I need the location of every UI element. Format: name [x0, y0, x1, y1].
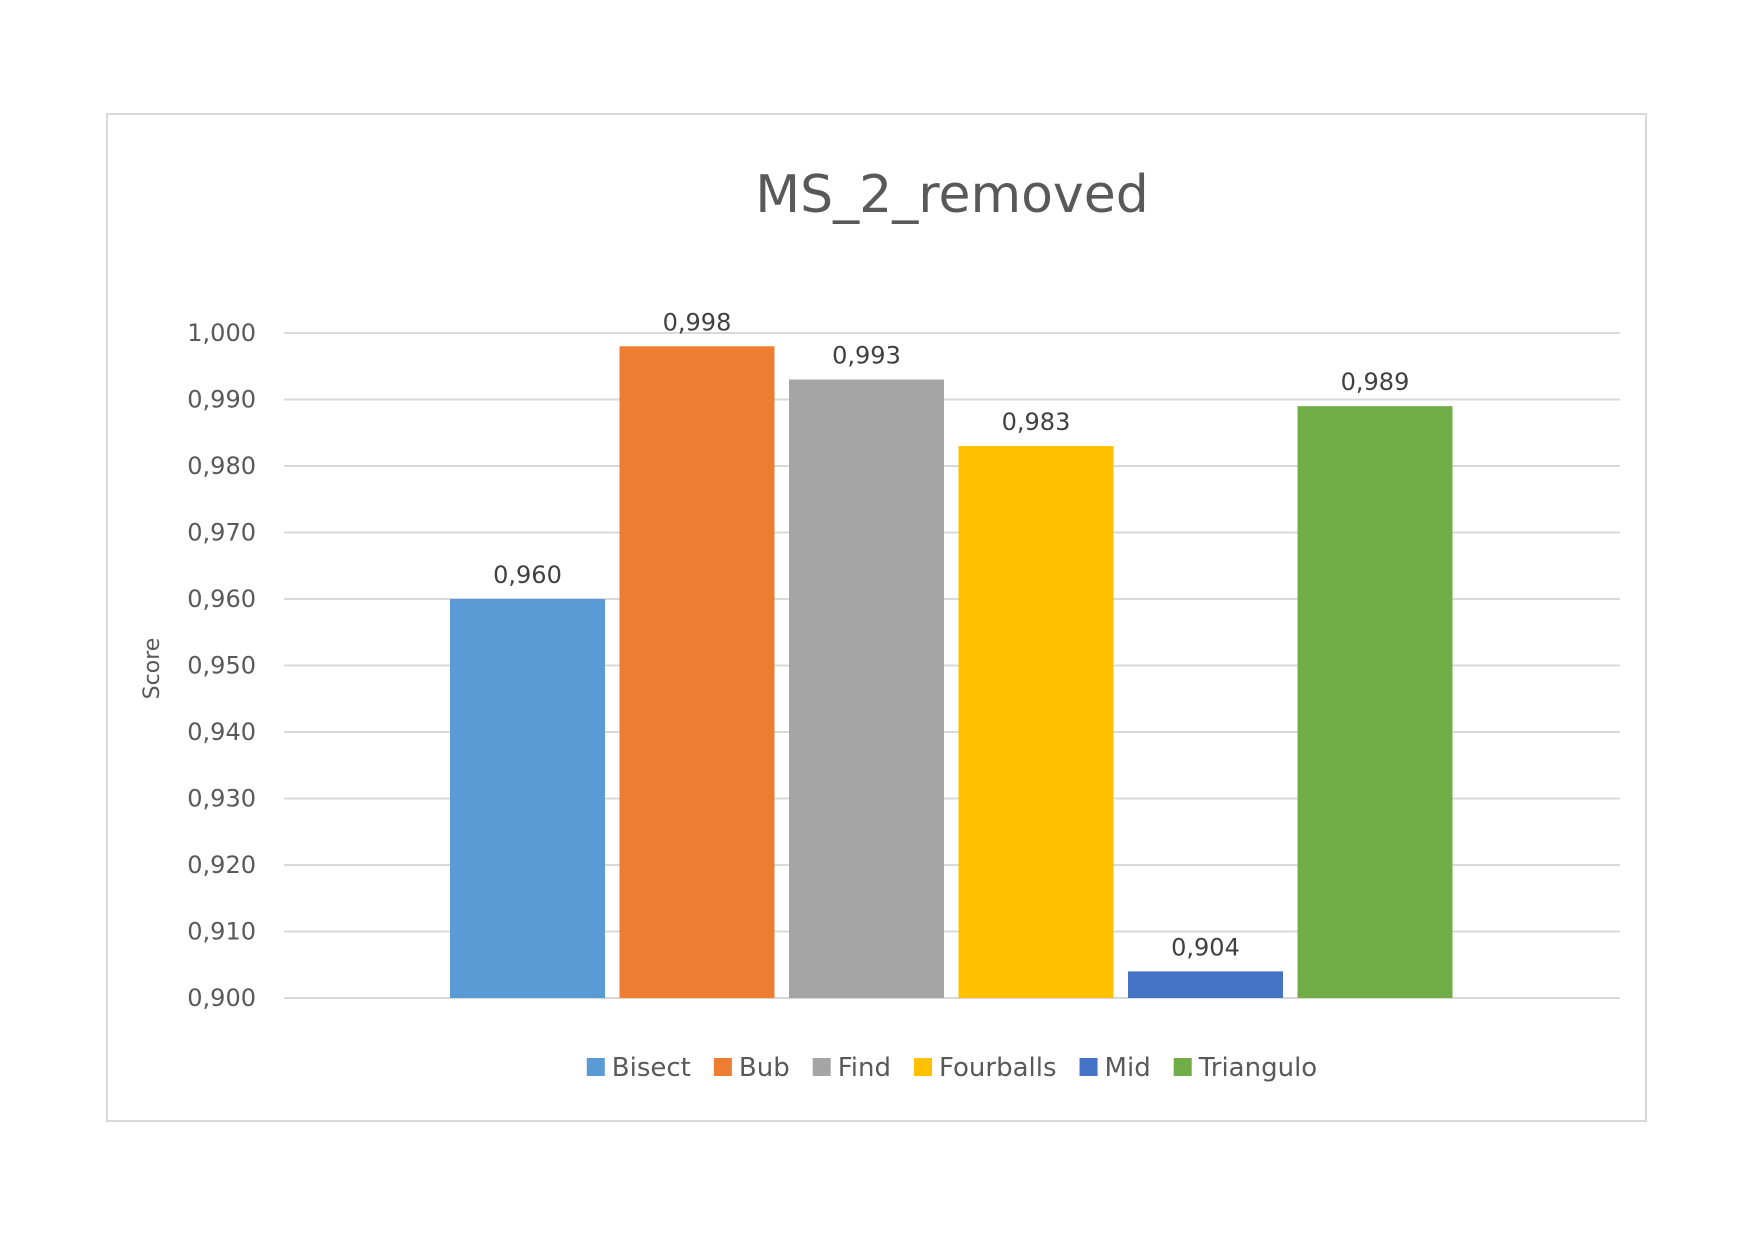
legend-swatch [812, 1058, 831, 1076]
legend-item-mid: Mid [1079, 1053, 1151, 1083]
y-tick-label: 0,930 [187, 785, 256, 813]
legend-swatch [913, 1058, 932, 1076]
bar-fourballs [958, 446, 1114, 998]
legend-item-bisect: Bisect [586, 1053, 691, 1083]
legend-label: Bub [739, 1053, 790, 1083]
y-tick-label: 0,940 [187, 718, 256, 746]
data-label-find: 0,993 [832, 342, 901, 370]
bar-bisect [450, 599, 605, 998]
legend-item-find: Find [812, 1053, 891, 1083]
bar-chart: MS_2_removed 0,9000,9100,9200,9300,9400,… [140, 165, 1620, 1083]
legend-item-triangulo: Triangulo [1173, 1053, 1318, 1083]
legend: Bisect Bub Find Fourballs Mid Triangulo [586, 1053, 1318, 1083]
bar-mid [1128, 971, 1283, 998]
bars [450, 346, 1453, 998]
data-label-mid: 0,904 [1171, 933, 1240, 961]
y-tick-label: 1,000 [187, 319, 256, 347]
legend-label: Bisect [612, 1053, 691, 1083]
y-tick-label: 0,990 [187, 386, 256, 414]
data-label-bub: 0,998 [663, 308, 732, 336]
y-axis-title: Score [140, 638, 165, 700]
legend-swatch [1173, 1058, 1192, 1076]
legend-swatch [713, 1058, 732, 1076]
legend-item-fourballs: Fourballs [913, 1053, 1057, 1083]
bar-triangulo [1297, 406, 1453, 998]
legend-label: Triangulo [1198, 1053, 1318, 1083]
data-labels: 0,960 0,998 0,993 0,983 0,904 0,989 [493, 308, 1409, 961]
y-axis-ticks: 0,900 0,910 0,920 0,930 0,940 0,950 0,960 0,970… [187, 319, 256, 1012]
y-tick-label: 0,960 [187, 585, 256, 613]
y-tick-label: 0,910 [187, 918, 256, 946]
data-label-triangulo: 0,989 [1341, 368, 1410, 396]
chart-area: MS_2_removed 0,900 0,910 0,920 0,930 0,940 0,… [106, 113, 1647, 1122]
legend-item-bub: Bub [713, 1053, 790, 1083]
data-label-bisect: 0,960 [493, 561, 562, 589]
legend-swatch [586, 1058, 605, 1076]
y-tick-label: 0,900 [187, 984, 256, 1012]
y-tick-label: 0,950 [187, 652, 256, 680]
legend-label: Fourballs [939, 1053, 1057, 1083]
y-tick-label: 0,980 [187, 452, 256, 480]
legend-label: Mid [1105, 1053, 1151, 1083]
data-label-fourballs: 0,983 [1002, 408, 1071, 436]
bar-bub [619, 346, 775, 998]
legend-swatch [1079, 1058, 1098, 1076]
y-tick-label: 0,920 [187, 851, 256, 879]
y-tick-label: 0,970 [187, 519, 256, 547]
bar-find [789, 379, 944, 998]
legend-label: Find [838, 1053, 891, 1083]
chart-title: MS_2_removed [755, 165, 1148, 225]
